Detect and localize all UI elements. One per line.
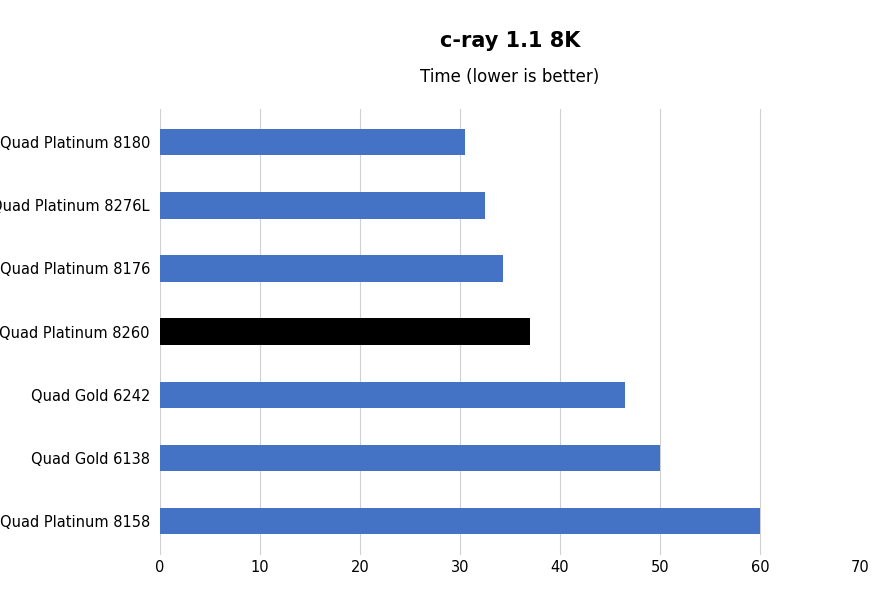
Bar <box>159 255 502 282</box>
Text: Time (lower is better): Time (lower is better) <box>420 68 599 86</box>
Bar <box>159 129 464 156</box>
Bar <box>159 508 759 534</box>
Bar <box>159 382 625 408</box>
Bar <box>159 192 485 218</box>
Bar <box>159 318 530 345</box>
Text: c-ray 1.1 8K: c-ray 1.1 8K <box>439 31 579 51</box>
Bar <box>159 445 659 472</box>
